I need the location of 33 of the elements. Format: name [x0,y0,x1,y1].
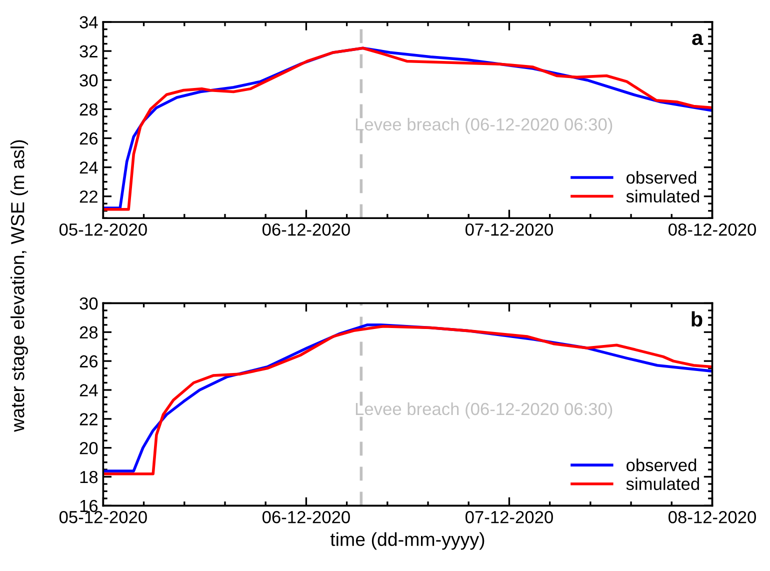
y-tick-label: 30 [80,74,98,87]
y-tick-label: 28 [80,326,98,339]
y-tick-label: 22 [80,190,98,203]
y-tick-label: 34 [80,16,98,28]
y-tick-label: 28 [80,103,98,116]
y-tick-label: 26 [80,355,98,368]
x-tick-label: 06-12-2020 [262,223,350,236]
annotation: a [692,34,704,46]
legend-label: observed [626,170,696,184]
x-tick-label: 08-12-2020 [668,223,756,236]
legend-label: observed [626,458,696,472]
y-tick-label: 24 [80,384,98,396]
y-tick-label: 26 [80,132,98,145]
x-tick-label: 06-12-2020 [262,510,350,524]
x-tick-label: 05-12-2020 [59,510,147,524]
y-tick-label: 20 [80,442,98,454]
ref-line-label: Levee breach (06-12-2020 06:30) [356,402,612,419]
y-tick-label: 32 [80,45,98,58]
x-axis-title: time (dd-mm-yyyy) [330,532,484,550]
legend-label: simulated [626,477,699,490]
x-tick-label: 08-12-2020 [668,510,756,524]
ref-line-label: Levee breach (06-12-2020 06:30) [356,118,612,134]
x-tick-label: 07-12-2020 [466,510,553,524]
legend-label: simulated [626,190,699,203]
y-tick-label: 18 [80,470,98,484]
x-tick-label: 05-12-2020 [59,223,147,236]
y-tick-label: 22 [80,413,98,426]
y-axis-title: water stage elevation, WSE (m asl) [10,140,28,432]
y-tick-label: 30 [80,297,98,310]
y-tick-label: 16 [80,500,98,512]
y-tick-label: 24 [80,161,98,174]
x-tick-label: 07-12-2020 [466,223,553,236]
annotation: b [692,311,702,327]
